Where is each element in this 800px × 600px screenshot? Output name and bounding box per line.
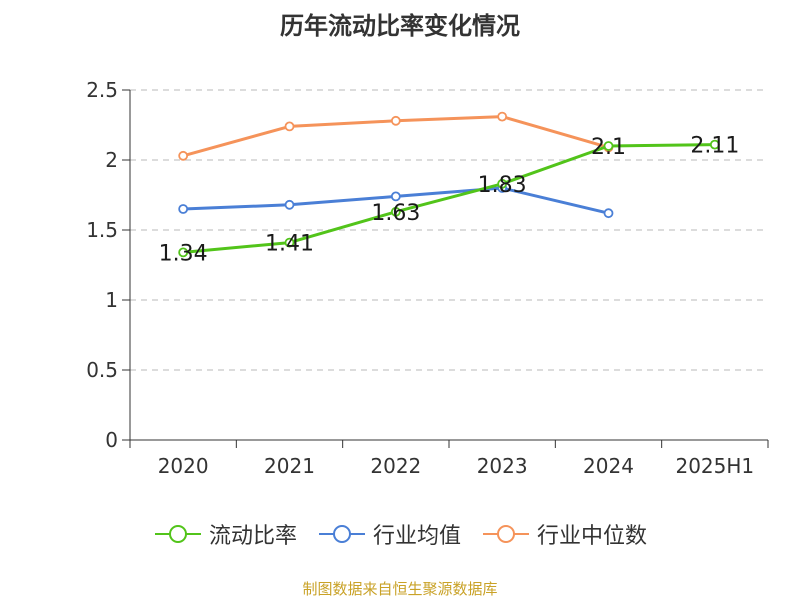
y-tick-label: 2.5 <box>86 78 118 102</box>
x-tick-label: 2022 <box>370 454 421 478</box>
legend-marker-industry-median <box>483 525 529 543</box>
chart-title: 历年流动比率变化情况 <box>280 12 520 40</box>
legend-item-industry-mean[interactable]: 行业均值 <box>317 518 461 550</box>
data-point <box>497 111 508 122</box>
y-tick-label: 1.5 <box>86 218 118 242</box>
data-label: 1.83 <box>478 173 527 198</box>
legend-label-current-ratio: 流动比率 <box>208 524 297 549</box>
source-note: 制图数据来自恒生聚源数据库 <box>302 580 498 598</box>
y-tick-label: 2 <box>105 148 118 172</box>
legend-label-industry-median: 行业中位数 <box>537 524 648 549</box>
data-point <box>709 139 720 150</box>
legend-marker-current-ratio <box>154 525 201 543</box>
x-tick-label: 2023 <box>477 454 528 478</box>
data-point <box>390 191 401 202</box>
legend-item-current-ratio[interactable]: 流动比率 <box>153 518 297 550</box>
data-label: 1.41 <box>265 232 314 257</box>
legend-marker-industry-mean <box>318 525 365 543</box>
x-tick-label: 2020 <box>158 454 209 478</box>
data-label: 2.11 <box>690 134 739 159</box>
legend-item-industry-median[interactable]: 行业中位数 <box>481 518 647 550</box>
data-point <box>497 178 508 189</box>
legend: 流动比率 行业均值 行业中位数 <box>0 518 800 550</box>
data-label: 1.34 <box>159 241 208 266</box>
data-point <box>178 247 189 258</box>
y-tick-label: 0 <box>105 428 118 452</box>
data-point <box>603 141 614 151</box>
data-point <box>603 208 614 219</box>
data-point <box>390 206 401 217</box>
data-point <box>284 121 295 132</box>
x-tick-label: 2021 <box>264 454 315 478</box>
legend-label-industry-mean: 行业均值 <box>372 524 461 549</box>
x-tick-label: 2025H1 <box>675 454 754 478</box>
data-label: 1.63 <box>371 201 420 226</box>
data-point <box>284 237 295 248</box>
y-tick-label: 1 <box>105 288 118 312</box>
data-point <box>178 204 189 214</box>
x-tick-label: 2024 <box>583 454 634 478</box>
y-tick-label: 0.5 <box>86 358 118 382</box>
data-label: 2.1 <box>591 135 626 160</box>
data-point <box>284 199 295 210</box>
data-point <box>390 115 401 126</box>
series-line <box>183 143 715 254</box>
data-point <box>178 150 189 161</box>
